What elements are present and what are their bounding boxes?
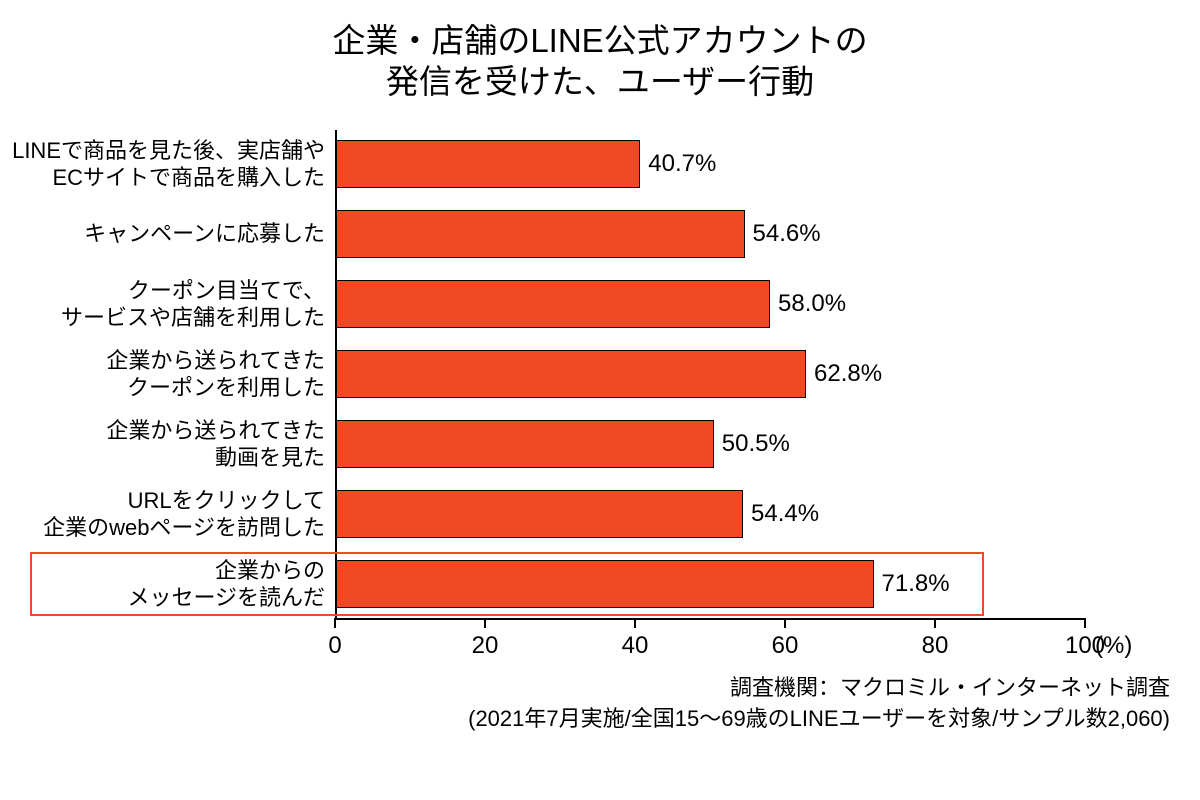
bar	[335, 350, 806, 398]
bar	[335, 210, 745, 258]
footnote-line: (2021年7月実施/全国15〜69歳のLINEユーザーを対象/サンプル数2,0…	[468, 704, 1170, 735]
bar-value-label: 58.0%	[778, 290, 846, 318]
bar-category-label: 企業から送られてきた クーポンを利用した	[5, 347, 325, 402]
bar-category-label: キャンペーンに応募した	[5, 220, 325, 248]
bar-category-label: LINEで商品を見た後、実店舗や ECサイトで商品を購入した	[5, 137, 325, 192]
highlight-box	[30, 552, 984, 616]
bar-value-label: 54.4%	[751, 500, 819, 528]
bar-category-label: クーポン目当てで、 サービスや店舗を利用した	[5, 277, 325, 332]
bar	[335, 280, 770, 328]
chart-title: 企業・店舗のLINE公式アカウントの 発信を受けた、ユーザー行動	[0, 20, 1200, 103]
bar-value-label: 54.6%	[753, 220, 821, 248]
x-tick-mark	[784, 618, 786, 628]
x-axis-unit-label: (%)	[1095, 632, 1132, 660]
chart-footnote: 調査機関：マクロミル・インターネット調査(2021年7月実施/全国15〜69歳の…	[468, 673, 1170, 735]
bar	[335, 490, 743, 538]
x-tick-mark	[634, 618, 636, 628]
footnote-line: 調査機関：マクロミル・インターネット調査	[468, 673, 1170, 704]
x-tick-label: 80	[922, 632, 949, 660]
bar-value-label: 50.5%	[722, 430, 790, 458]
x-tick-label: 40	[622, 632, 649, 660]
bar-category-label: URLをクリックして 企業のwebページを訪問した	[5, 487, 325, 542]
bar	[335, 420, 714, 468]
x-axis-line	[335, 618, 1085, 620]
x-tick-label: 60	[772, 632, 799, 660]
x-tick-mark	[934, 618, 936, 628]
x-tick-label: 20	[472, 632, 499, 660]
bar	[335, 140, 640, 188]
x-tick-mark	[334, 618, 336, 628]
x-tick-mark	[484, 618, 486, 628]
y-axis-line	[335, 130, 337, 618]
bar-value-label: 40.7%	[648, 150, 716, 178]
bar-value-label: 62.8%	[814, 360, 882, 388]
x-tick-mark	[1084, 618, 1086, 628]
bar-category-label: 企業から送られてきた 動画を見た	[5, 417, 325, 472]
x-tick-label: 0	[328, 632, 341, 660]
